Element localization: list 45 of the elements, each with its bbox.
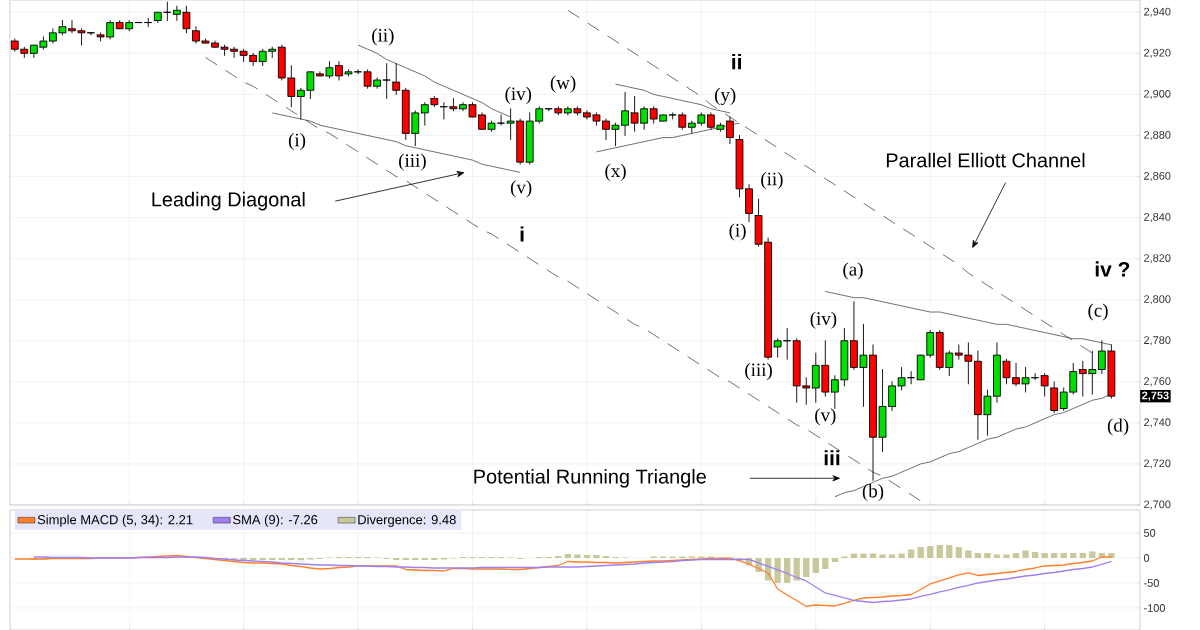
y-tick-label: 2,700 [1144,500,1171,510]
annotation: (ii) [372,28,394,46]
y-tick-label: 2,860 [1144,172,1171,182]
annotation: Potential Running Triangle [474,469,706,488]
y-tick-label: 2,880 [1144,130,1171,140]
annotation: ii [732,53,741,70]
y-tick-label: 50 [1143,529,1156,537]
legend-label: Simple MACD (5, 34): 2.21 [37,514,193,527]
annotation: Parallel Elliott Channel [886,152,1085,168]
text: 2,753 [1142,391,1169,401]
y-tick-label: 2,820 [1144,254,1171,264]
annotation: i [520,226,524,242]
annotation: (w) [550,75,576,93]
y-tick-label: 2,900 [1144,89,1171,99]
y-tick-label: 2,800 [1144,295,1171,305]
y-tick-label: 2,720 [1144,459,1171,469]
annotation: (b) [862,484,884,502]
y-tick-label: 2,920 [1144,48,1171,58]
y-tick-label: 0 [1143,554,1150,562]
y-tick-label: 2,780 [1144,336,1171,346]
annotation: iii [824,450,840,466]
annotation: (iii) [745,362,772,381]
y-tick-label: -50 [1144,579,1159,587]
annotation: (x) [605,163,626,181]
annotation: iv ? [1095,261,1130,277]
annotation: (c) [1088,303,1108,321]
annotation: (iii) [399,153,426,171]
annotation: (iv) [810,311,837,329]
legend-label: SMA (9): -7.26 [233,514,318,527]
annotation: (d) [1107,418,1129,436]
annotation: (y) [714,87,736,106]
annotation: Leading Diagonal [152,191,305,211]
y-tick-label: 2,740 [1144,418,1171,428]
y-tick-label: 2,840 [1144,213,1171,223]
annotation: (ii) [761,172,783,190]
annotation: (iv) [505,86,532,105]
legend-label: Divergence: 9.48 [358,514,456,527]
annotation: (v) [510,180,532,198]
annotation: (a) [843,262,863,280]
annotation: (i) [288,133,306,151]
y-tick-label: 2,760 [1144,377,1171,387]
y-tick-label: 2,940 [1144,7,1171,17]
annotation: (i) [729,223,746,241]
annotation: (v) [815,408,836,426]
y-tick-label: -100 [1144,604,1166,612]
